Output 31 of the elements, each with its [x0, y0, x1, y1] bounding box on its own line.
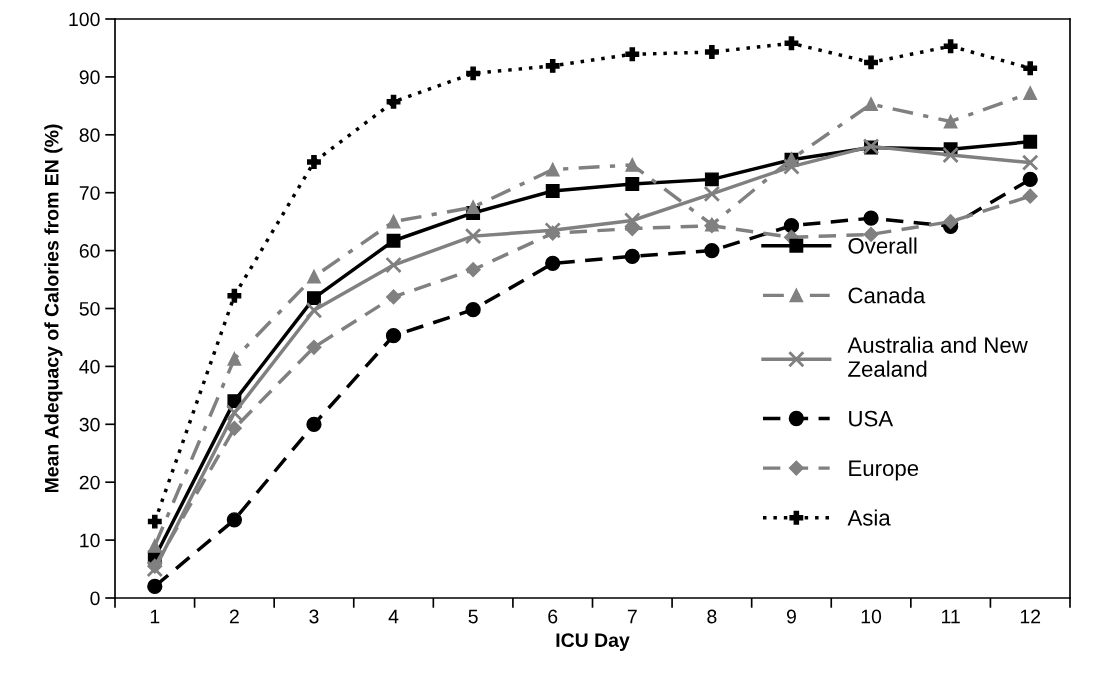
y-tick-label: 40 — [79, 359, 100, 374]
y-tick-label: 50 — [79, 301, 100, 316]
x-axis-title: ICU Day — [556, 633, 630, 651]
legend-label: Canada — [848, 287, 926, 304]
x-tick-label: 2 — [229, 609, 239, 624]
y-tick-label: 70 — [79, 186, 100, 200]
y-tick-label: 30 — [79, 417, 100, 432]
legend-label: Overall — [848, 237, 917, 254]
y-tick-label: 80 — [79, 128, 100, 143]
y-tick-label: 10 — [80, 533, 100, 548]
y-tick-label: 60 — [79, 244, 100, 258]
y-tick-label: 0 — [90, 591, 100, 606]
y-tick-label: 100 — [69, 12, 100, 27]
x-tick-label: 5 — [468, 609, 478, 624]
y-tick-label: 90 — [79, 70, 100, 85]
legend-label: Australia and New Zealand — [847, 336, 1028, 377]
y-tick-label: 20 — [79, 475, 100, 490]
x-tick-label: 7 — [627, 609, 637, 624]
x-tick-label: 11 — [942, 609, 960, 624]
x-tick-label: 12 — [1020, 609, 1041, 624]
y-axis-title: Mean Adequacy of Calories from EN (%) — [44, 124, 63, 493]
x-tick-label: 8 — [707, 609, 717, 624]
x-tick-label: 1 — [150, 609, 160, 624]
x-tick-label: 9 — [786, 609, 796, 624]
x-tick-label: 3 — [309, 609, 319, 624]
legend-label: USA — [849, 410, 894, 427]
legend-label: Europe — [849, 460, 919, 481]
legend-label: Asia — [847, 509, 891, 526]
x-tick-label: 6 — [548, 609, 558, 624]
x-tick-label: 10 — [861, 609, 882, 624]
x-tick-label: 4 — [388, 609, 399, 624]
